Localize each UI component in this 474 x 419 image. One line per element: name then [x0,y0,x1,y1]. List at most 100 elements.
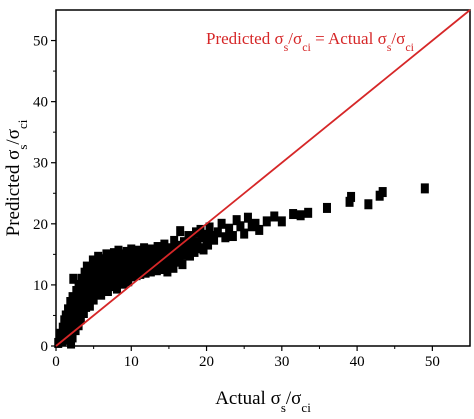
x-tick-label: 40 [350,354,365,370]
data-point [270,211,279,222]
data-point [347,191,356,202]
x-tick-label: 0 [52,354,60,370]
data-point [213,227,222,238]
data-point [97,289,106,300]
y-tick-label: 30 [33,156,48,172]
reference-line [55,9,471,347]
x-tick-label: 50 [425,354,440,370]
data-point [91,260,100,271]
data-point [255,224,264,235]
data-point [90,282,99,293]
data-point [75,304,84,315]
data-point [277,216,286,227]
data-point [79,283,88,294]
data-point [204,239,213,250]
data-point [304,207,313,218]
data-point [114,245,123,256]
data-point [236,221,245,232]
plot-frame [55,9,471,347]
data-point [73,295,82,306]
y-tick-label: 0 [41,339,49,355]
data-point [70,316,79,327]
data-point [112,283,121,294]
data-point [94,251,103,262]
data-point [161,257,170,268]
data-point [364,199,373,210]
data-point [232,215,241,226]
y-axis-title: Predicted σs/σci [3,119,30,236]
data-point [163,266,172,277]
y-axis: 0 10 20 30 40 50 [33,34,56,355]
data-point [74,279,83,290]
data-point [140,243,149,254]
x-tick-label: 10 [124,354,139,370]
data-point [225,223,234,234]
data-point [74,320,83,331]
data-point [85,271,94,282]
y-tick-label: 50 [33,34,48,50]
data-point [420,183,429,194]
data-point [70,301,79,312]
y-tick-label: 20 [33,217,48,233]
data-point [289,209,298,220]
data-point [210,234,219,245]
data-point [378,187,387,198]
data-point [240,228,249,239]
data-point [195,243,204,254]
data-point [243,212,252,223]
data-point [110,276,119,287]
data-point [228,231,237,242]
data-point [68,292,77,303]
x-tick-label: 20 [199,354,214,370]
data-point [187,233,196,244]
data-point [160,239,169,250]
data-point [76,314,85,325]
data-point [82,277,91,288]
data-point [119,278,128,289]
data-point [262,216,271,227]
data-point [68,332,77,343]
data-point [199,244,208,255]
reference-line-label: Predicted σs/σci = Actual σs/σci [206,29,415,54]
data-point [296,210,305,221]
data-point [62,334,71,345]
data-point [221,232,230,243]
x-tick-label: 30 [274,354,289,370]
y-tick-label: 40 [33,95,48,111]
data-point [79,308,88,319]
data-point [85,300,94,311]
data-point [92,266,101,277]
data-point [170,249,179,260]
data-point [176,226,185,237]
data-point [188,240,197,251]
data-point [217,218,226,229]
data-point [80,267,89,278]
data-points [54,183,429,349]
data-point [158,264,167,275]
data-point [69,273,78,284]
data-point [166,243,175,254]
data-point [201,229,210,240]
data-point [67,322,76,333]
data-point [76,289,85,300]
data-point [176,245,185,256]
data-point [67,338,76,349]
data-point [178,259,187,270]
x-axis: 0 10 20 30 40 50 [52,346,440,370]
data-point [89,294,98,305]
data-point [77,273,86,284]
data-point [67,308,76,319]
data-point [124,276,133,287]
data-point [196,224,205,235]
data-point [157,248,166,259]
data-point [113,259,122,270]
data-point [182,242,191,253]
data-point [95,272,104,283]
y-tick-label: 10 [33,278,48,294]
x-axis-title: Actual σs/σci [215,388,311,415]
data-point [86,264,95,275]
data-point [185,250,194,261]
data-point [251,218,260,229]
data-point [169,262,178,273]
